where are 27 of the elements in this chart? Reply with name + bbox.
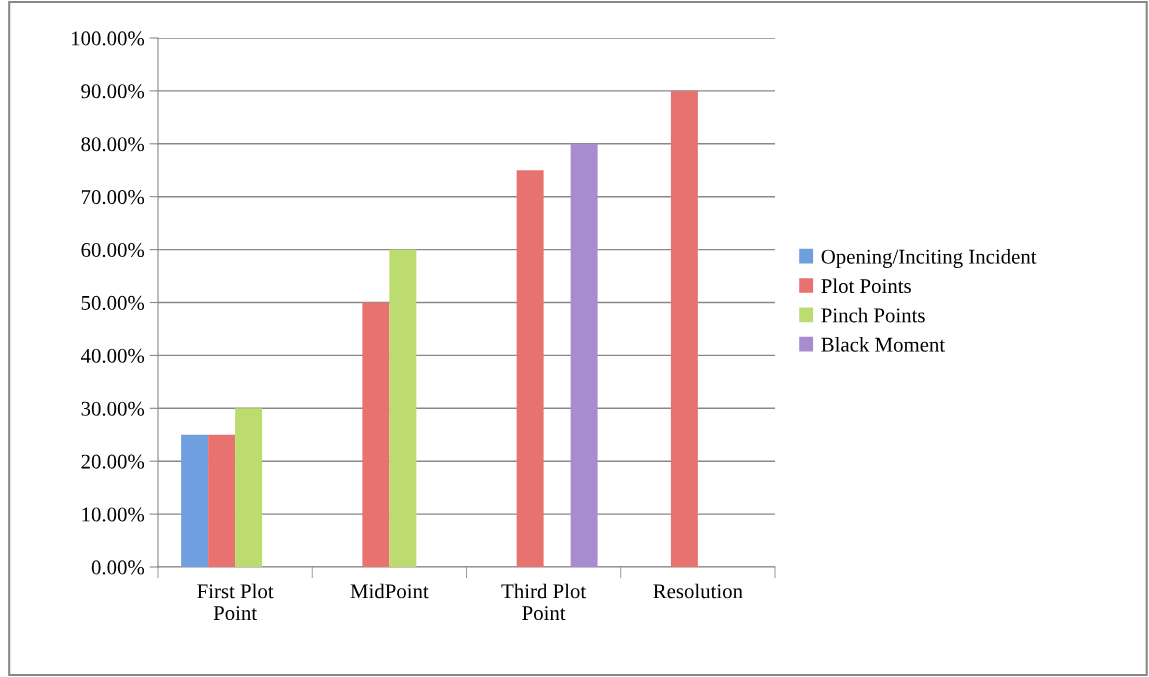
bar: [181, 434, 209, 567]
y-tick-label: 90.00%: [81, 84, 145, 99]
bar: [235, 408, 263, 567]
x-tick-label: Third Plot Point: [501, 583, 587, 621]
y-tick-label: 10.00%: [82, 507, 145, 522]
y-tick-label: 100.00%: [71, 31, 145, 46]
bar: [362, 302, 390, 567]
legend-label: Pinch Points: [821, 307, 925, 323]
y-tick-label: 40.00%: [80, 348, 145, 363]
y-tick-label: 20.00%: [81, 454, 145, 469]
y-tick-label: 80.00%: [81, 137, 145, 152]
legend-label: Opening/Inciting Incident: [821, 249, 1037, 269]
x-tick-label: Resolution: [653, 583, 743, 599]
y-tick-label: 60.00%: [81, 242, 145, 258]
y-tick-label: 30.00%: [81, 401, 145, 416]
y-tick-label: 0.00%: [91, 560, 145, 575]
bar: [516, 170, 544, 567]
bar: [570, 143, 598, 567]
bar: [208, 434, 236, 567]
bar: [389, 249, 417, 567]
x-tick-label: MidPoint: [350, 583, 429, 599]
x-tick-label: First Plot Point: [197, 583, 274, 621]
bar: [670, 90, 698, 567]
y-tick-label: 50.00%: [81, 295, 145, 311]
legend-label: Plot Points: [821, 278, 911, 294]
y-tick-label: 70.00%: [81, 190, 145, 205]
legend-label: Black Moment: [821, 337, 946, 352]
